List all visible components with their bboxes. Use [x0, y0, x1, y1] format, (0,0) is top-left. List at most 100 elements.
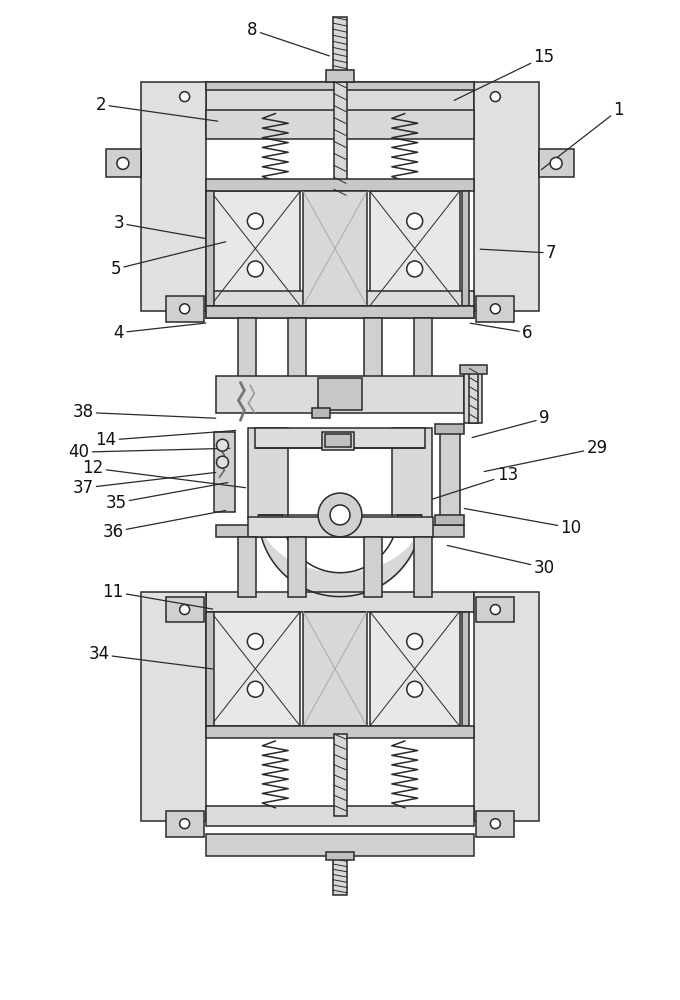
Circle shape: [248, 261, 263, 277]
Bar: [334, 82, 347, 201]
Bar: [475, 82, 539, 311]
Bar: [333, 17, 347, 72]
Bar: [413, 318, 432, 378]
Bar: [205, 110, 475, 139]
Text: 38: 38: [73, 403, 216, 421]
Circle shape: [490, 819, 500, 829]
Text: 30: 30: [447, 545, 555, 577]
Bar: [288, 537, 306, 597]
Circle shape: [490, 304, 500, 314]
Bar: [141, 592, 205, 821]
Bar: [205, 191, 214, 306]
Bar: [205, 592, 475, 612]
Bar: [333, 854, 347, 895]
Text: 2: 2: [96, 96, 218, 121]
Bar: [364, 318, 382, 378]
Bar: [322, 432, 354, 450]
Bar: [364, 537, 382, 597]
Circle shape: [180, 304, 190, 314]
Text: 40: 40: [69, 443, 230, 461]
Bar: [439, 428, 460, 518]
Bar: [211, 612, 300, 726]
Circle shape: [330, 505, 350, 525]
Bar: [205, 82, 475, 90]
Text: 9: 9: [472, 409, 549, 438]
Circle shape: [180, 92, 190, 102]
Text: 7: 7: [480, 244, 556, 262]
Bar: [248, 517, 432, 537]
Bar: [205, 291, 475, 311]
Bar: [326, 852, 354, 860]
Bar: [239, 537, 256, 597]
Circle shape: [407, 213, 423, 229]
Bar: [303, 612, 367, 726]
Bar: [462, 612, 469, 726]
Bar: [462, 191, 469, 306]
Circle shape: [407, 633, 423, 649]
Text: 15: 15: [454, 48, 555, 100]
Text: 29: 29: [484, 439, 607, 472]
Bar: [469, 369, 479, 423]
Bar: [166, 811, 203, 837]
Bar: [256, 428, 424, 448]
Circle shape: [180, 605, 190, 615]
Bar: [334, 734, 347, 816]
Text: 1: 1: [541, 101, 624, 170]
Bar: [205, 612, 214, 726]
Circle shape: [248, 633, 263, 649]
Bar: [214, 432, 235, 512]
Circle shape: [490, 605, 500, 615]
Bar: [413, 537, 432, 597]
Bar: [288, 318, 306, 378]
Circle shape: [216, 456, 228, 468]
Text: 10: 10: [464, 508, 581, 537]
Circle shape: [318, 493, 362, 537]
Bar: [166, 597, 203, 622]
Text: 5: 5: [111, 242, 226, 278]
Bar: [205, 726, 475, 738]
Bar: [477, 296, 514, 322]
Circle shape: [407, 261, 423, 277]
Circle shape: [216, 439, 228, 451]
Text: 8: 8: [247, 21, 329, 56]
Bar: [166, 84, 203, 110]
Bar: [477, 811, 514, 837]
Bar: [326, 70, 354, 82]
Bar: [464, 369, 482, 423]
Text: 4: 4: [114, 323, 206, 342]
Text: 36: 36: [103, 510, 226, 541]
Bar: [312, 408, 330, 418]
Bar: [166, 296, 203, 322]
Circle shape: [490, 92, 500, 102]
Text: 13: 13: [432, 466, 518, 499]
Text: 6: 6: [470, 323, 532, 342]
Bar: [205, 834, 475, 856]
Bar: [370, 612, 460, 726]
Bar: [216, 525, 464, 537]
Bar: [370, 191, 460, 306]
Bar: [248, 428, 288, 518]
Bar: [205, 179, 475, 191]
Circle shape: [117, 157, 129, 169]
Text: 11: 11: [102, 583, 213, 609]
Bar: [392, 428, 432, 518]
Bar: [435, 424, 464, 434]
Bar: [205, 82, 475, 112]
Bar: [211, 191, 300, 306]
Bar: [460, 365, 488, 374]
Bar: [239, 318, 256, 378]
Text: 37: 37: [73, 472, 216, 497]
Bar: [205, 306, 475, 318]
Circle shape: [407, 681, 423, 697]
Bar: [141, 82, 205, 311]
Circle shape: [550, 157, 562, 169]
Circle shape: [248, 213, 263, 229]
Bar: [477, 597, 514, 622]
Text: 12: 12: [82, 459, 245, 488]
Circle shape: [180, 819, 190, 829]
Bar: [205, 806, 475, 826]
Bar: [475, 592, 539, 821]
Bar: [435, 515, 464, 525]
Bar: [216, 376, 464, 413]
Bar: [325, 434, 351, 447]
